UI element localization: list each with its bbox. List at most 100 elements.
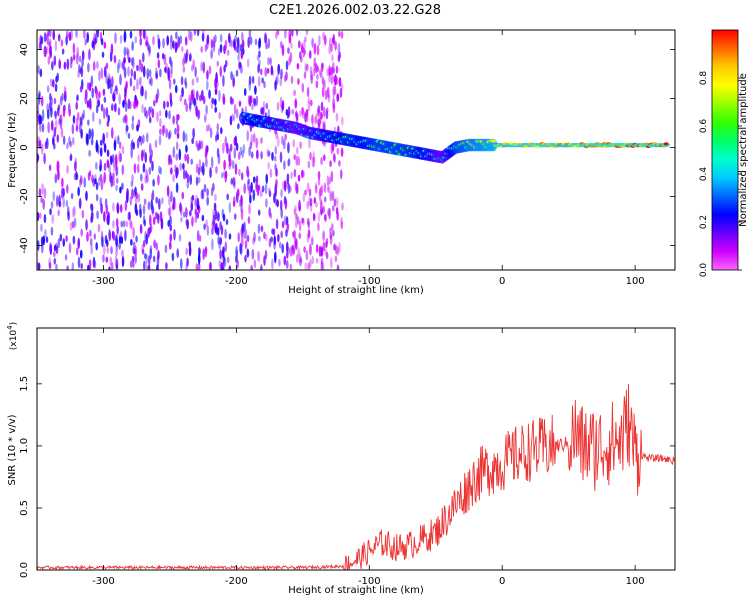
x-tick-label: -300 — [92, 576, 115, 587]
noise-cell — [313, 196, 317, 204]
noise-cell — [236, 259, 239, 269]
noise-cell — [169, 99, 173, 108]
noise-cell — [292, 139, 296, 148]
noise-cell — [95, 30, 99, 35]
noise-cell — [321, 262, 325, 270]
noise-cell — [81, 50, 85, 61]
noise-cell — [115, 166, 119, 177]
noise-cell — [188, 94, 192, 103]
noise-cell — [152, 178, 155, 187]
noise-cell — [123, 30, 127, 42]
spectrogram-cells — [37, 30, 671, 270]
noise-cell — [131, 121, 135, 131]
noise-cell — [40, 197, 43, 204]
spectrogram-xlabel: Height of straight line (km) — [288, 285, 424, 296]
noise-cell — [105, 204, 109, 215]
noise-cell — [197, 253, 201, 265]
noise-cell — [130, 57, 134, 66]
noise-cell — [105, 106, 109, 118]
noise-cell — [235, 249, 239, 261]
noise-cell — [76, 53, 79, 65]
noise-cell — [302, 192, 306, 203]
noise-cell — [195, 176, 199, 186]
noise-cell — [105, 256, 109, 263]
noise-cell — [131, 188, 134, 200]
noise-cell — [196, 143, 200, 152]
noise-cell — [239, 146, 243, 156]
noise-cell — [155, 67, 158, 78]
noise-cell — [128, 211, 131, 221]
noise-cell — [143, 198, 147, 205]
noise-cell — [54, 110, 57, 117]
noise-cell — [216, 123, 220, 132]
noise-cell — [332, 97, 335, 110]
noise-cell — [141, 103, 144, 114]
noise-cell — [231, 113, 234, 121]
noise-cell — [103, 66, 107, 78]
snr-scale-prefix: (x10 — [9, 330, 19, 351]
noise-cell — [223, 159, 226, 171]
noise-cell — [223, 44, 226, 55]
noise-cell — [217, 212, 220, 222]
noise-cell — [119, 152, 122, 163]
noise-cell — [263, 81, 266, 89]
noise-cell — [58, 118, 61, 126]
noise-cell — [190, 202, 194, 212]
noise-cell — [66, 142, 69, 150]
colorbar-tick-label: 0.6 — [699, 119, 709, 134]
noise-cell — [268, 206, 272, 218]
noise-cell — [70, 192, 74, 200]
noise-cell — [320, 111, 323, 120]
noise-cell — [123, 46, 127, 57]
noise-cell — [62, 135, 66, 146]
noise-cell — [72, 42, 76, 55]
noise-cell — [333, 198, 337, 207]
noise-cell — [233, 177, 236, 190]
noise-cell — [295, 30, 299, 37]
noise-cell — [279, 151, 283, 163]
noise-cell — [290, 30, 294, 37]
noise-cell — [114, 85, 118, 92]
noise-cell — [172, 174, 175, 183]
noise-cell — [274, 145, 278, 156]
noise-cell — [320, 63, 324, 73]
noise-cell — [53, 97, 57, 105]
snr-line — [37, 383, 675, 570]
noise-cell — [54, 83, 58, 92]
noise-cell — [149, 223, 153, 233]
noise-cell — [297, 40, 301, 49]
noise-cell — [239, 43, 243, 52]
noise-cell — [249, 95, 253, 104]
noise-cell — [310, 99, 313, 107]
noise-cell — [258, 235, 261, 242]
noise-cell — [228, 36, 232, 48]
noise-cell — [232, 176, 236, 187]
noise-cell — [196, 203, 200, 211]
noise-cell — [301, 217, 304, 224]
noise-cell — [228, 201, 232, 214]
noise-cell — [161, 53, 165, 60]
noise-cell — [325, 107, 329, 114]
noise-cell — [170, 34, 173, 43]
noise-cell — [300, 42, 304, 50]
noise-cell — [232, 77, 235, 88]
noise-cell — [129, 196, 133, 206]
noise-cell — [223, 257, 227, 267]
noise-cell — [121, 145, 125, 155]
noise-cell — [167, 131, 171, 140]
noise-cell — [132, 102, 136, 109]
noise-cell — [323, 196, 327, 203]
noise-cell — [69, 221, 73, 232]
noise-cell — [321, 77, 325, 88]
noise-cell — [75, 101, 78, 111]
noise-cell — [220, 225, 224, 236]
noise-cell — [148, 49, 151, 57]
noise-cell — [59, 233, 63, 242]
noise-cell — [116, 201, 119, 213]
noise-cell — [52, 134, 55, 147]
noise-cell — [326, 86, 330, 99]
noise-cell — [190, 89, 194, 101]
noise-cell — [222, 213, 226, 222]
noise-cell — [225, 218, 229, 226]
